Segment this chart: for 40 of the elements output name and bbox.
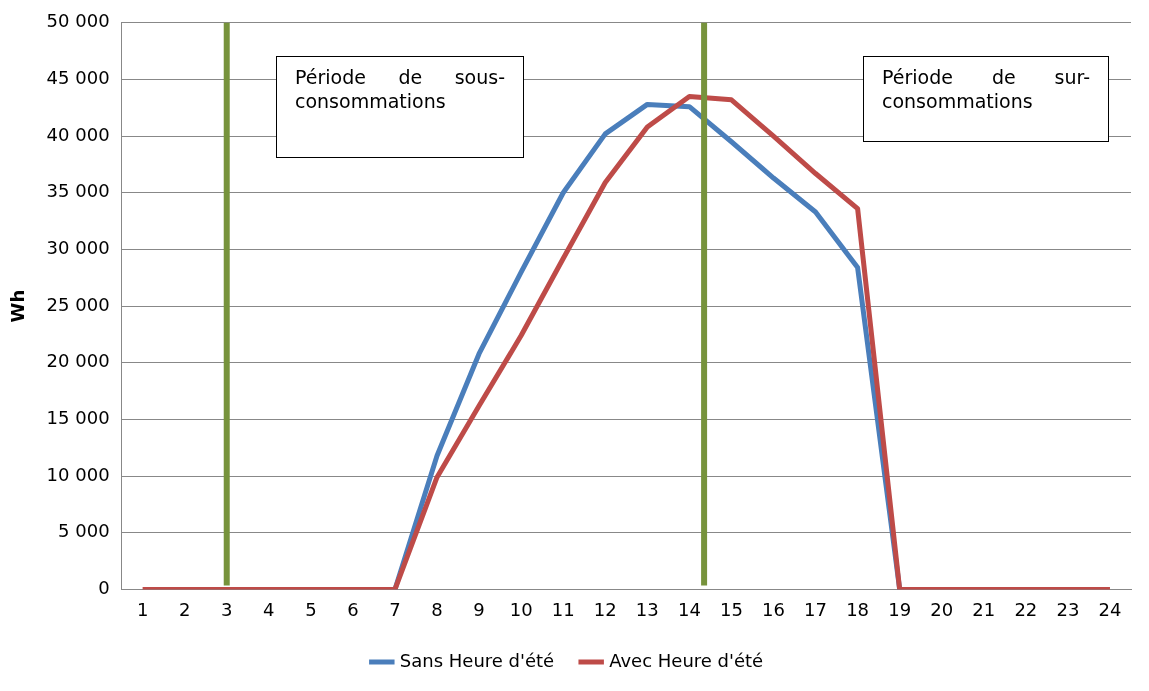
legend-label: Avec Heure d'été (609, 649, 764, 671)
x-tick-label: 5 (305, 598, 317, 620)
x-tick-label: 1 (136, 598, 149, 620)
y-tick-label: 50 000 (46, 10, 110, 32)
x-tick-label: 22 (1014, 598, 1038, 620)
text-box: Période de sur-consommations (863, 56, 1109, 142)
y-tick-label: 30 000 (46, 237, 110, 259)
x-tick-label: 12 (593, 598, 617, 620)
x-tick-label: 8 (431, 598, 443, 620)
y-tick-label: 35 000 (46, 180, 110, 202)
x-tick-label: 10 (509, 598, 533, 620)
x-tick-label: 4 (263, 598, 275, 620)
x-tick-label: 19 (888, 598, 912, 620)
y-tick-label: 15 000 (46, 407, 110, 429)
y-tick-label: 45 000 (46, 67, 110, 89)
x-tick-label: 21 (972, 598, 996, 620)
y-tick-label: 25 000 (46, 293, 110, 315)
y-axis-title: Wh (7, 289, 29, 323)
x-tick-label: 11 (551, 598, 575, 620)
x-tick-label: 14 (677, 598, 701, 620)
y-tick-label: 10 000 (46, 463, 110, 485)
y-tick-label: 0 (98, 577, 110, 599)
x-tick-label: 2 (178, 598, 191, 620)
x-tick-label: 6 (347, 598, 359, 620)
x-tick-label: 24 (1098, 598, 1122, 620)
y-tick-label: 40 000 (46, 123, 110, 145)
x-tick-label: 20 (930, 598, 954, 620)
x-tick-label: 7 (389, 598, 401, 620)
legend-label: Sans Heure d'été (399, 649, 555, 671)
y-tick-label: 5 000 (58, 520, 110, 542)
x-tick-label: 23 (1056, 598, 1080, 620)
x-tick-label: 13 (635, 598, 659, 620)
x-tick-label: 16 (762, 598, 785, 620)
y-tick-label: 20 000 (46, 350, 110, 372)
x-tick-label: 3 (221, 598, 233, 620)
x-tick-label: 15 (719, 598, 743, 620)
x-tick-label: 17 (804, 598, 828, 620)
x-tick-label: 9 (473, 598, 485, 620)
text-box: Période de sous-consommations (276, 56, 524, 158)
x-tick-label: 18 (846, 598, 870, 620)
